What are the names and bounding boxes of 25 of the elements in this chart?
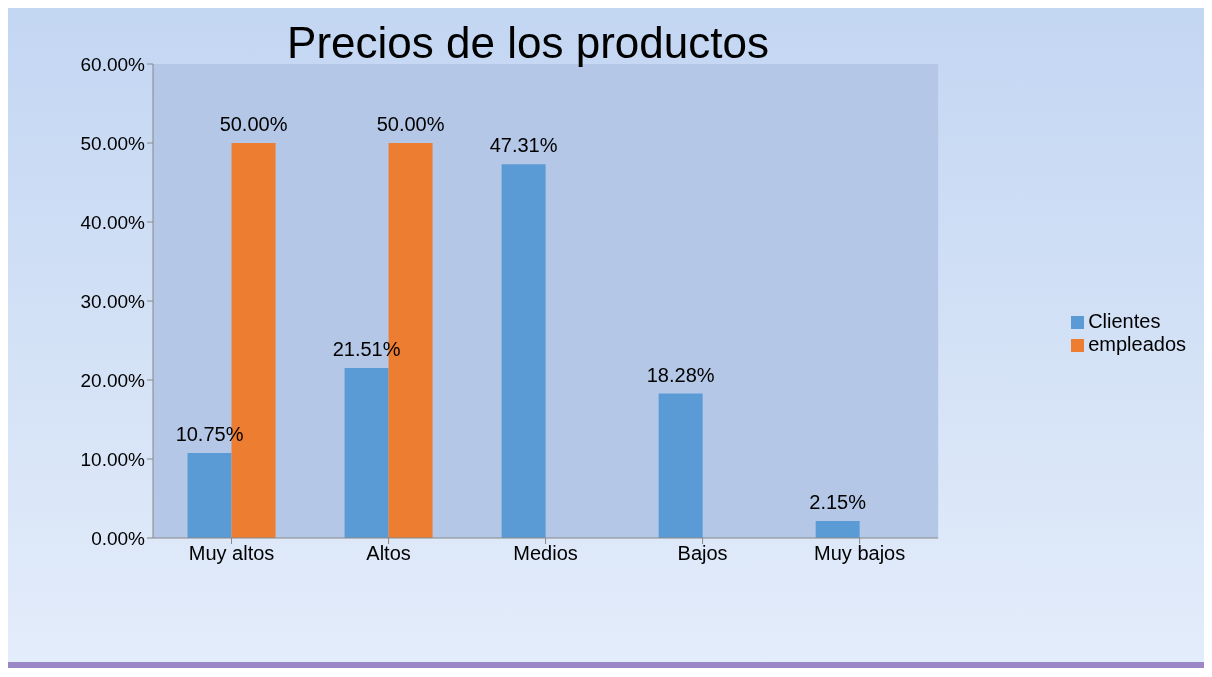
x-tick-label: Muy altos bbox=[188, 542, 275, 565]
x-tick-label: Altos bbox=[366, 542, 411, 565]
x-tick-label: Muy bajos bbox=[814, 542, 906, 565]
y-tick-label: 60.00% bbox=[80, 53, 146, 75]
bar bbox=[658, 393, 703, 538]
chart-title: Precios de los productos bbox=[287, 18, 769, 67]
bar bbox=[187, 453, 232, 538]
legend-label: Clientes bbox=[1088, 310, 1161, 332]
y-tick-label: 50.00% bbox=[80, 132, 146, 154]
data-label: 2.15% bbox=[809, 491, 867, 514]
data-label: 50.00% bbox=[376, 113, 445, 135]
legend-label: empleados bbox=[1088, 333, 1186, 355]
y-tick-label: 30.00% bbox=[80, 290, 146, 312]
y-tick-label: 10.00% bbox=[80, 448, 146, 470]
data-label: 50.00% bbox=[219, 113, 288, 135]
x-tick-label: Medios bbox=[513, 542, 578, 565]
y-tick-label: 20.00% bbox=[80, 369, 146, 391]
y-tick-label: 0.00% bbox=[91, 527, 146, 549]
data-label: 18.28% bbox=[646, 363, 715, 386]
bar bbox=[501, 164, 546, 538]
x-tick-label: Bajos bbox=[677, 542, 728, 565]
y-tick-label: 40.00% bbox=[80, 211, 146, 233]
bar bbox=[815, 521, 860, 538]
data-label: 47.31% bbox=[489, 134, 558, 157]
bar bbox=[344, 368, 389, 538]
